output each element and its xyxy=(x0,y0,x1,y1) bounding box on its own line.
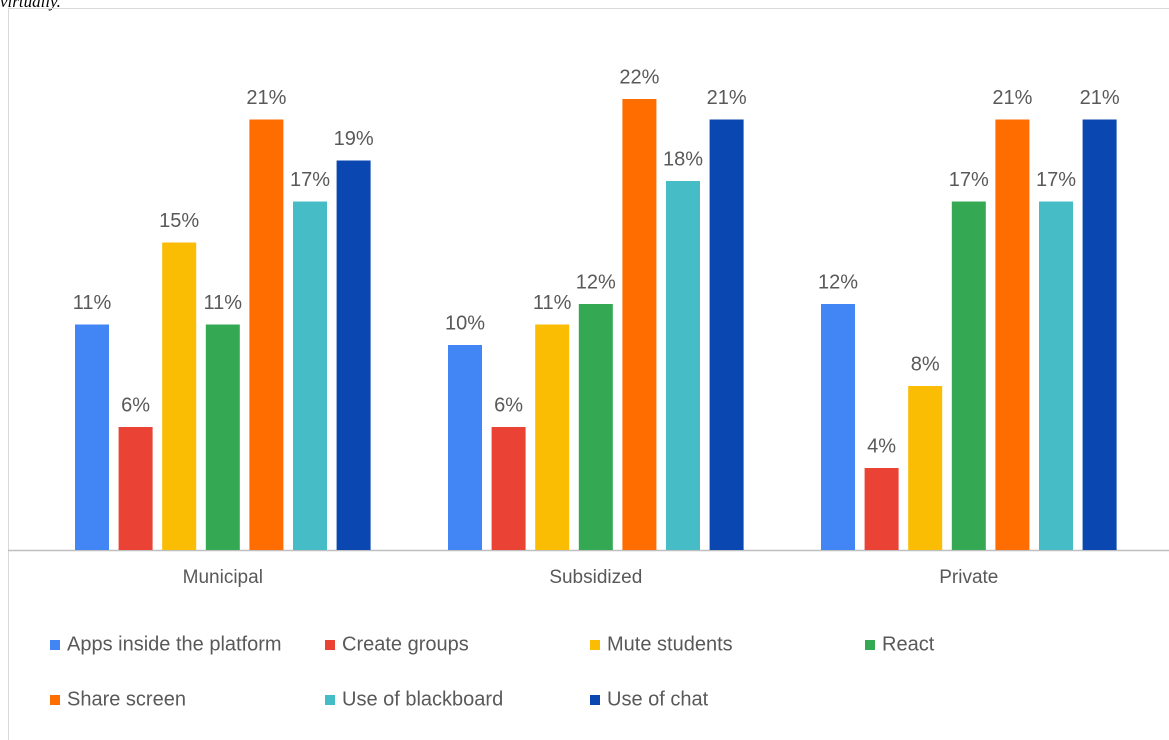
legend-label: Apps inside the platform xyxy=(67,633,282,655)
bar xyxy=(666,181,700,550)
bar xyxy=(821,304,855,550)
value-label: 12% xyxy=(818,271,858,293)
legend-swatch xyxy=(865,640,875,650)
legend-swatch xyxy=(590,640,600,650)
value-label: 21% xyxy=(1080,87,1120,109)
value-label: 17% xyxy=(290,169,330,191)
legend-swatch xyxy=(325,695,335,705)
value-label: 15% xyxy=(159,210,199,232)
legend-swatch xyxy=(50,695,60,705)
bar xyxy=(118,427,153,550)
value-label: 21% xyxy=(992,87,1032,109)
x-tick-label: Municipal xyxy=(183,567,263,588)
bar xyxy=(249,119,284,550)
bar xyxy=(709,119,744,550)
bar xyxy=(75,324,109,550)
bar xyxy=(951,201,986,550)
bar xyxy=(448,345,482,550)
legend-label: Use of chat xyxy=(607,688,709,710)
value-label: 21% xyxy=(707,87,747,109)
x-tick-label: Subsidized xyxy=(549,567,642,588)
bar xyxy=(162,242,197,550)
bar xyxy=(491,427,526,550)
value-label: 12% xyxy=(576,271,616,293)
value-label: 17% xyxy=(949,169,989,191)
legend-label: Use of blackboard xyxy=(342,688,503,710)
bar xyxy=(622,99,657,550)
caption: virtually. xyxy=(0,0,61,11)
legend-label: React xyxy=(882,633,935,655)
bar xyxy=(205,324,240,550)
legend-label: Mute students xyxy=(607,633,733,655)
value-label: 8% xyxy=(911,353,940,375)
value-label: 4% xyxy=(867,435,896,457)
value-label: 6% xyxy=(494,394,523,416)
value-label: 17% xyxy=(1036,169,1076,191)
bar xyxy=(1082,119,1117,550)
x-tick-label: Private xyxy=(939,567,998,588)
bar xyxy=(578,304,613,550)
bar xyxy=(908,386,943,550)
value-label: 18% xyxy=(663,148,703,170)
value-label: 19% xyxy=(334,128,374,150)
value-label: 11% xyxy=(204,292,243,314)
value-label: 22% xyxy=(619,66,659,88)
value-label: 21% xyxy=(246,87,286,109)
value-label: 6% xyxy=(121,394,150,416)
legend-swatch xyxy=(325,640,335,650)
value-label: 11% xyxy=(533,292,572,314)
legend-swatch xyxy=(590,695,600,705)
value-label: 10% xyxy=(445,312,485,334)
legend-label: Share screen xyxy=(67,688,186,710)
bar xyxy=(293,201,327,550)
bar xyxy=(864,468,899,550)
legend-swatch xyxy=(50,640,60,650)
bar xyxy=(336,160,371,550)
legend-label: Create groups xyxy=(342,633,469,655)
value-label: 11% xyxy=(73,292,112,314)
bar xyxy=(995,119,1030,550)
bar xyxy=(1039,201,1073,550)
bar xyxy=(535,324,570,550)
